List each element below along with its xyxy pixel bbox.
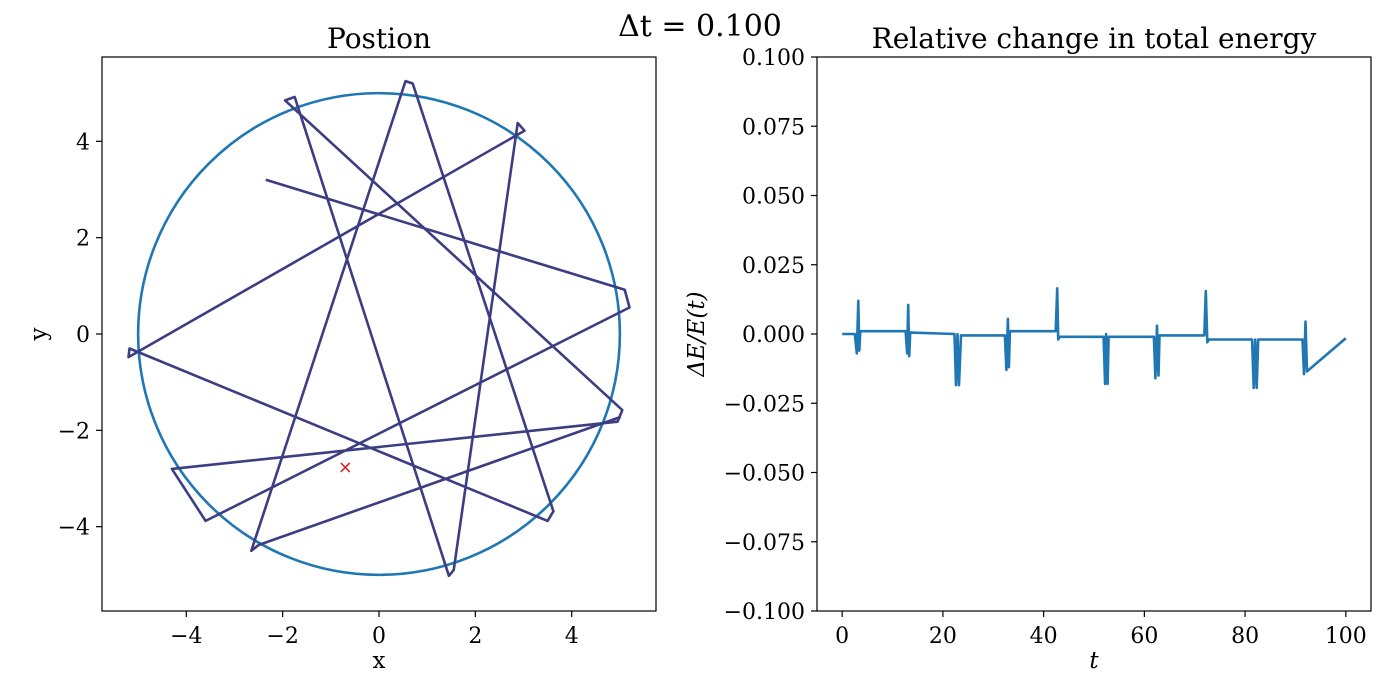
energy-ytick-label: 0.075 xyxy=(742,115,805,140)
energy-axes-frame xyxy=(816,56,1372,612)
position-xtick-label: 2 xyxy=(468,624,482,649)
position-ytick-label: −4 xyxy=(58,516,90,541)
energy-ticks: 0 20 40 60 80 100 −0.100 −0.075 −0.050 −0.025 0.00… xyxy=(724,46,1367,649)
position-ytick-label: −2 xyxy=(58,419,90,444)
energy-ytick-label: −0.025 xyxy=(724,392,805,417)
position-ytick-label: 2 xyxy=(76,227,90,252)
position-title: Postion xyxy=(327,22,431,55)
position-xtick-label: −2 xyxy=(266,624,298,649)
energy-xtick-label: 60 xyxy=(1130,624,1158,649)
position-ylabel: y xyxy=(26,328,52,342)
position-plot-area xyxy=(127,79,631,578)
position-xtick-label: −4 xyxy=(170,624,202,649)
trajectory-line xyxy=(127,79,631,578)
start-marker xyxy=(340,462,351,473)
position-xtick-label: 4 xyxy=(565,624,579,649)
position-ticks: −4 −2 0 2 4 −4 −2 0 2 4 xyxy=(58,130,579,649)
energy-ylabel: ΔE/E(t) xyxy=(684,291,710,377)
energy-ytick-label: −0.100 xyxy=(724,600,805,625)
position-panel: Postion −4 −2 0 2 4 −4 −2 0 2 4 x y xyxy=(26,22,657,674)
position-ytick-label: 4 xyxy=(76,130,90,155)
energy-ytick-label: 0.050 xyxy=(742,185,805,210)
energy-xtick-label: 0 xyxy=(835,624,849,649)
energy-ytick-label: 0.025 xyxy=(742,254,805,279)
energy-panel: Relative change in total energy 0 20 40 60 8… xyxy=(684,22,1372,674)
energy-ytick-label: −0.050 xyxy=(724,462,805,487)
energy-xtick-label: 20 xyxy=(929,624,957,649)
start-marker-stroke xyxy=(340,462,351,473)
figure-suptitle: Δt = 0.100 xyxy=(618,9,782,44)
energy-xtick-label: 80 xyxy=(1231,624,1259,649)
energy-title: Relative change in total energy xyxy=(872,22,1317,55)
energy-ytick-label: 0.100 xyxy=(742,46,805,71)
energy-ytick-label: 0.000 xyxy=(742,323,805,348)
energy-plot-area xyxy=(842,286,1347,390)
position-ytick-label: 0 xyxy=(76,323,90,348)
energy-line xyxy=(842,286,1347,390)
position-xtick-label: 0 xyxy=(372,624,386,649)
energy-xtick-label: 40 xyxy=(1030,624,1058,649)
position-axes-frame xyxy=(101,56,657,612)
energy-xlabel: t xyxy=(1089,648,1099,674)
position-xlabel: x xyxy=(373,648,386,674)
energy-ytick-label: −0.075 xyxy=(724,531,805,556)
energy-xtick-label: 100 xyxy=(1325,624,1367,649)
orbit-circle xyxy=(136,91,622,577)
